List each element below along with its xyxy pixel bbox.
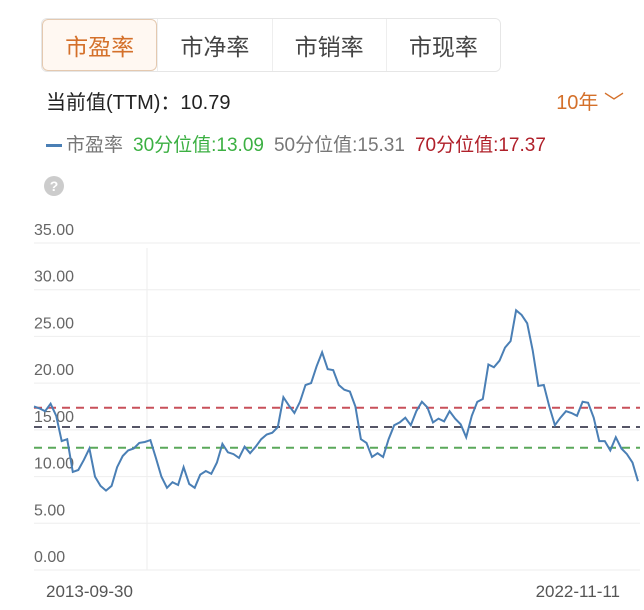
y-tick-label: 25.00 (34, 315, 74, 332)
current-number: 10.79 (180, 92, 231, 114)
x-tick-label: 2022-11-11 (536, 582, 620, 601)
legend-p50: 50分位值:15.31 (273, 135, 405, 156)
y-tick-label: 30.00 (34, 269, 74, 286)
y-tick-label: 5.00 (34, 502, 65, 519)
x-tick-label: 2013-09-30 (46, 582, 133, 601)
y-tick-label: 20.00 (34, 362, 74, 379)
current-label: 当前值(TTM)： (46, 92, 181, 114)
tab-ps[interactable]: 市销率 (271, 19, 386, 71)
ratio-tabs: 市盈率 市净率 市销率 市现率 (41, 18, 501, 72)
tab-pb[interactable]: 市净率 (157, 19, 272, 71)
legend-series[interactable]: 市盈率 (46, 130, 123, 157)
current-value: 当前值(TTM)：10.79 (46, 86, 230, 115)
y-tick-label: 0.00 (34, 549, 65, 566)
question-circle-icon[interactable]: ? (44, 176, 64, 196)
legend: 市盈率 30分位值:13.09 50分位值:15.31 70分位值:17.37 (46, 130, 546, 157)
chevron-down-icon: ﹀ (598, 92, 624, 114)
series-line (33, 308, 639, 492)
period-select[interactable]: 10年 ﹀ (556, 86, 624, 115)
y-tick-label: 35.00 (34, 222, 74, 239)
tab-pcf[interactable]: 市现率 (385, 19, 500, 71)
legend-series-label: 市盈率 (66, 135, 124, 156)
tab-pe[interactable]: 市盈率 (42, 19, 158, 71)
y-tick-label: 10.00 (34, 456, 74, 473)
period-label: 10年 (556, 92, 599, 114)
y-tick-label: 15.00 (34, 409, 74, 426)
legend-line-icon (46, 144, 62, 148)
legend-p30: 30分位值:13.09 (133, 135, 264, 156)
legend-p70: 70分位值:17.37 (414, 135, 546, 156)
